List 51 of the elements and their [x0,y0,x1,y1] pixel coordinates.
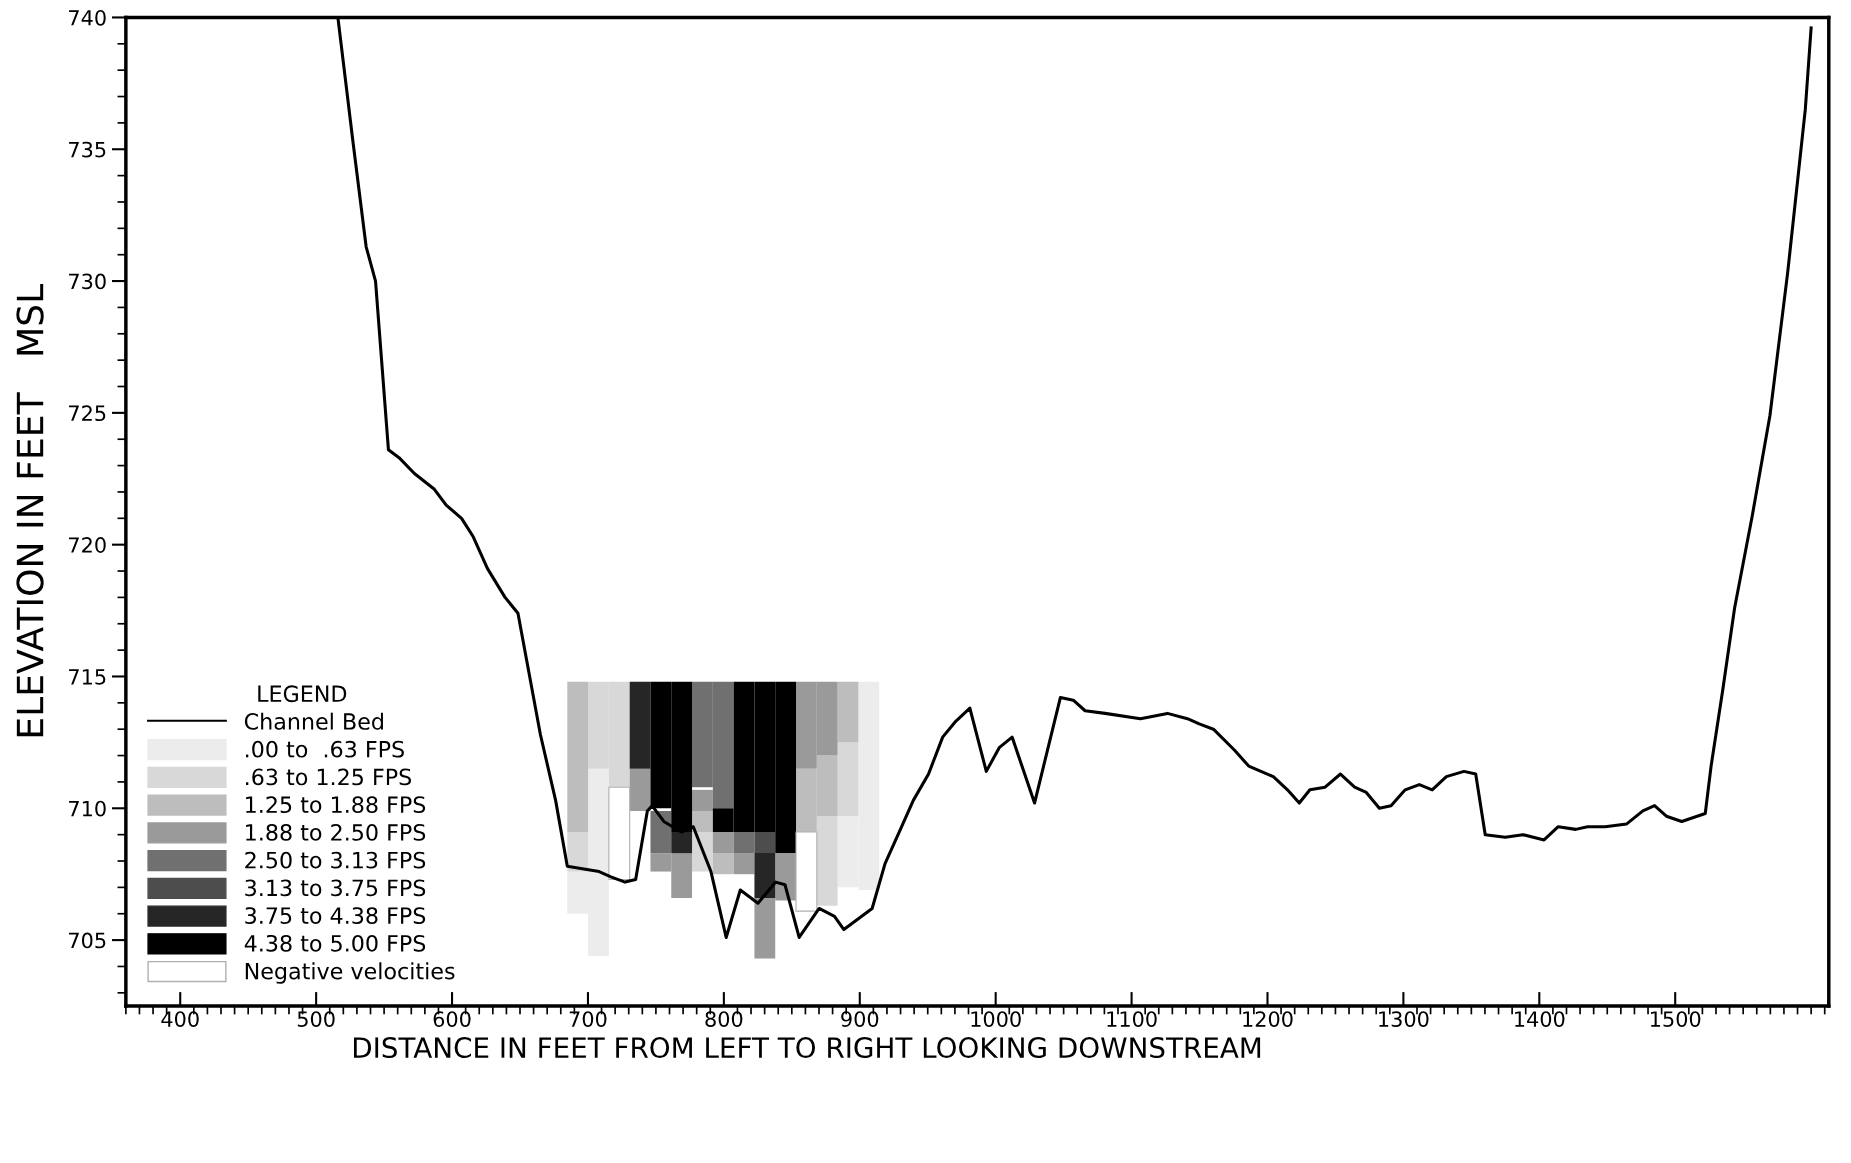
x-tick-label: 600 [433,1011,471,1027]
y-tick-label: 720 [69,537,106,553]
x-tick-label: 1500 [1650,1011,1701,1027]
bar [608,786,631,881]
y-tick-label: 705 [69,932,106,949]
bar [692,789,713,811]
x-tick-label: 1200 [1243,1011,1293,1027]
bar [567,832,589,872]
bar [837,681,859,743]
x-tick-label: 400 [161,1011,199,1027]
bar [567,681,589,833]
y-tick-label: 735 [69,141,106,158]
x-tick-label: 1100 [1107,1011,1157,1027]
legend-label: .63 to 1.25 FPS [246,768,412,786]
bar [837,742,859,817]
x-tick-label: 1400 [1515,1011,1565,1027]
legend-label: 1.88 to 2.50 FPS [246,824,426,841]
y-tick-label: 725 [69,405,106,422]
bar [754,853,776,898]
bar [629,681,651,769]
legend-label: Channel Bed [244,712,383,730]
legend-label: 3.13 to 3.75 FPS [245,879,426,897]
y-tick-label: 740 [69,9,106,26]
bar [816,816,838,906]
y-tick-label: 715 [69,669,106,685]
bar [671,832,693,854]
x-tick-label: 1000 [971,1011,1021,1027]
legend-label: 2.50 to 3.13 FPS [245,851,426,869]
legend-label: 3.75 to 4.38 FPS [245,907,426,924]
bar [712,853,734,875]
x-tick-label: 500 [297,1011,335,1027]
legend-label: 4.38 to 5.00 FPS [244,934,426,952]
bar [629,768,651,811]
legend-title: LEGEND [258,685,347,703]
x-tick-label: 700 [569,1011,607,1027]
y-tick-label: 710 [69,800,106,817]
bar [795,831,818,912]
bar [733,832,755,854]
x-tick-label: 900 [841,1011,879,1027]
legend-label: .00 to .63 FPS [246,740,404,758]
x-tick-label: 1300 [1379,1011,1429,1027]
x-tick-label: 800 [705,1011,743,1027]
legend-label: 1.25 to 1.88 FPS [246,796,426,814]
legend-label: Negative velocities [245,962,455,984]
x-axis-title: DISTANCE IN FEET FROM LEFT TO RIGHT LOOKING DOWNSTREAM [353,1037,1261,1059]
bar [733,853,755,875]
y-tick-label: 730 [69,273,106,290]
bar [650,810,672,854]
y-axis-title: ELEVATION IN FEET MSL [16,283,44,737]
bar [754,832,776,854]
bar [712,832,734,854]
